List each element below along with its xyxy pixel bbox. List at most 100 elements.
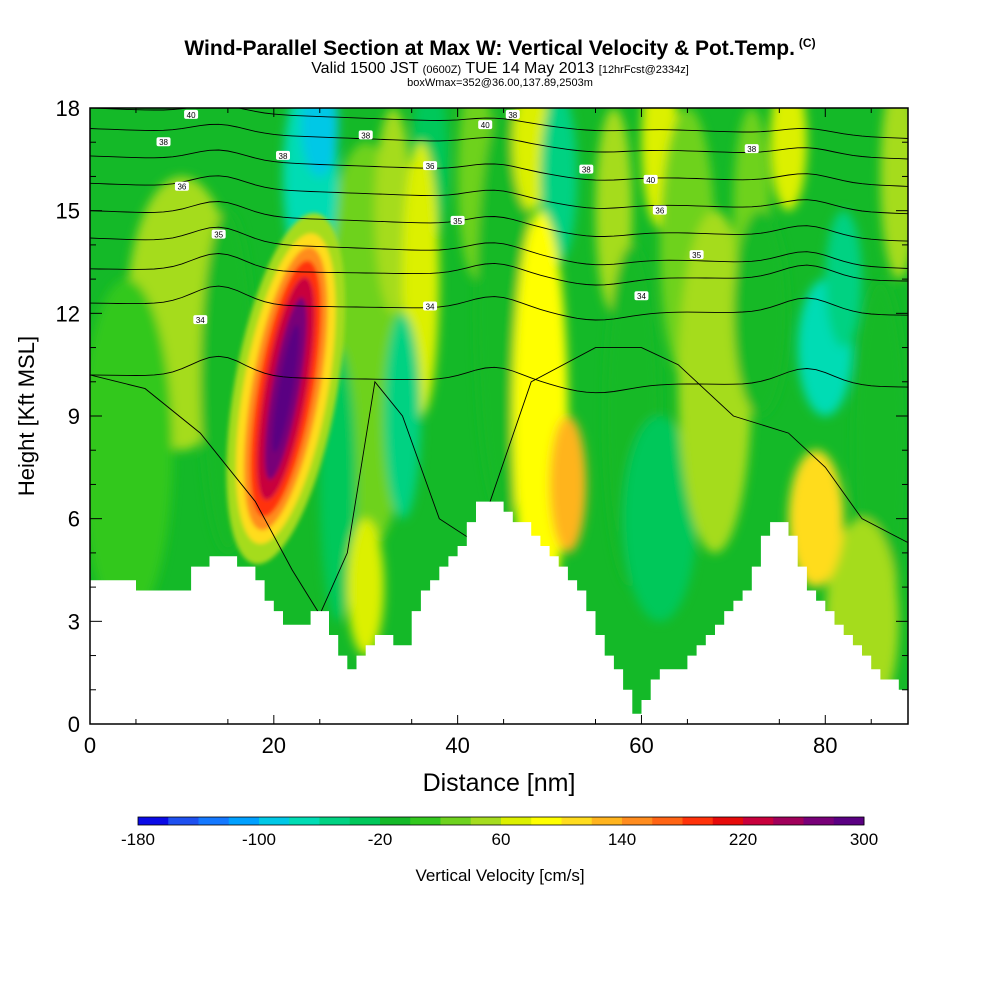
- isentrope-label-bg: [193, 315, 208, 325]
- velocity-blob-5: [301, 108, 339, 177]
- chart-title: Wind-Parallel Section at Max W: Vertical…: [184, 36, 816, 60]
- isentrope-label-text: 38: [361, 131, 370, 140]
- colorbar-tick-label-4: 140: [608, 830, 636, 849]
- isentrope-label-bg: [744, 144, 759, 154]
- x-tick-label-3: 60: [629, 733, 653, 758]
- isentrope-label-text: 40: [646, 176, 655, 185]
- isentrope-label-bg: [505, 109, 520, 119]
- colorbar-title: Vertical Velocity [cm/s]: [415, 866, 584, 885]
- isentrope-line-low: [90, 347, 908, 616]
- y-axis-title: Height [Kft MSL]: [14, 336, 39, 496]
- isentrope-label-text: 38: [508, 111, 517, 120]
- chart-box-info: boxWmax=352@36.00,137.89,2503m: [407, 77, 593, 89]
- isentrope-label-13: 38: [505, 109, 520, 120]
- isentrope-label-text: 34: [637, 292, 646, 301]
- colorbar-swatch-1: [168, 817, 199, 825]
- terrain-mask: [90, 501, 908, 724]
- isentrope-label-12: 38: [358, 130, 373, 140]
- y-tick-label-0: 0: [68, 712, 80, 737]
- isentrope-label-text: 36: [655, 207, 664, 216]
- isentrope-label-15: 40: [184, 109, 199, 120]
- x-tick-label-1: 20: [262, 733, 286, 758]
- velocity-blob-30: [347, 518, 385, 656]
- colorbar-tick-label-2: -20: [368, 830, 393, 849]
- isentrope-label-5: 35: [689, 250, 704, 260]
- x-tick-label-2: 40: [445, 733, 469, 758]
- isentrope-label-text: 35: [692, 251, 701, 260]
- isentrope-label-1: 34: [423, 301, 438, 311]
- velocity-blob-23: [770, 108, 807, 211]
- velocity-blob-20: [678, 210, 752, 553]
- isentrope-label-bg: [174, 181, 189, 191]
- isentrope-label-14: 38: [744, 144, 759, 154]
- isentrope-line-2: [90, 253, 908, 286]
- x-tick-label-0: 0: [84, 733, 96, 758]
- updraft-level-6: [272, 324, 300, 453]
- velocity-blob-22: [733, 210, 789, 416]
- isentrope-label-16: 40: [478, 120, 493, 130]
- x-axis-title: Distance [nm]: [423, 769, 576, 797]
- colorbar-tick-label-6: 300: [850, 830, 878, 849]
- isentrope-label-text: 36: [177, 183, 186, 192]
- isentrope-line-5: [90, 175, 908, 215]
- colorbar-swatch-5: [289, 817, 320, 825]
- y-tick-label-6: 18: [56, 96, 80, 121]
- colorbar-swatch-6: [319, 817, 351, 825]
- colorbar-swatch-14: [561, 817, 593, 825]
- colorbar-swatch-20: [743, 817, 774, 825]
- colorbar-swatch-4: [259, 817, 290, 825]
- y-tick-label-4: 12: [56, 301, 80, 326]
- isentrope-label-6: 36: [174, 181, 189, 192]
- y-tick-label-3: 9: [68, 404, 80, 429]
- colorbar-swatch-17: [652, 817, 683, 825]
- isentrope-label-bg: [634, 291, 649, 301]
- isentrope-label-bg: [652, 205, 667, 215]
- velocity-blob-11: [512, 108, 550, 211]
- colorbar-swatch-16: [622, 817, 653, 825]
- x-tick-label-4: 80: [813, 733, 837, 758]
- isentrope-line-8: [90, 108, 908, 139]
- isentrope-label-text: 35: [453, 217, 462, 226]
- isentrope-label-bg: [211, 229, 226, 239]
- colorbar: -180 -100 -20 60 140 220 300: [121, 816, 878, 849]
- isentrope-label-text: 38: [747, 145, 756, 154]
- colorbar-tick-label-1: -100: [242, 830, 276, 849]
- velocity-blob-32: [788, 450, 844, 588]
- isentrope-label-text: 38: [279, 152, 288, 161]
- isentrope-label-bg: [423, 301, 438, 311]
- y-tick-label-1: 3: [68, 609, 80, 634]
- velocity-blob-1: [90, 279, 173, 622]
- isentrope-label-11: 38: [579, 164, 594, 175]
- colorbar-swatch-2: [198, 817, 230, 825]
- colorbar-swatch-10: [440, 817, 472, 825]
- isentrope-label-bg: [478, 120, 493, 130]
- velocity-blob-31: [880, 108, 908, 280]
- isentrope-contours: 34 34 34 35 35 35 36 36 36 38 38 38 38 38 38 40 40 40: [90, 108, 908, 616]
- isentrope-label-8: 36: [652, 205, 667, 216]
- colorbar-swatch-19: [712, 817, 744, 825]
- isentrope-label-2: 34: [634, 291, 649, 301]
- isentrope-label-text: 34: [196, 316, 205, 325]
- velocity-blob-18: [623, 416, 697, 622]
- colorbar-swatch-8: [380, 817, 411, 825]
- isentrope-label-9: 38: [156, 137, 171, 147]
- y-tick-label-2: 6: [68, 507, 80, 532]
- chart-subtitle: Valid 1500 JST (0600Z) TUE 14 May 2013 […: [311, 60, 689, 77]
- isentrope-label-bg: [358, 130, 373, 140]
- isentrope-label-7: 36: [423, 161, 438, 171]
- updraft-core: [226, 213, 346, 565]
- colorbar-swatch-15: [591, 817, 623, 825]
- isentrope-label-bg: [689, 250, 704, 260]
- isentrope-label-bg: [450, 215, 465, 225]
- velocity-blob-14: [549, 416, 587, 553]
- isentrope-label-17: 40: [643, 174, 658, 185]
- colorbar-tick-label-5: 220: [729, 830, 757, 849]
- isentrope-line-4: [90, 201, 908, 242]
- isentrope-label-bg: [156, 137, 171, 147]
- isentrope-label-text: 34: [426, 302, 435, 311]
- colorbar-tick-label-3: 60: [492, 830, 511, 849]
- velocity-blob-7: [374, 108, 412, 314]
- isentrope-label-text: 38: [159, 138, 168, 147]
